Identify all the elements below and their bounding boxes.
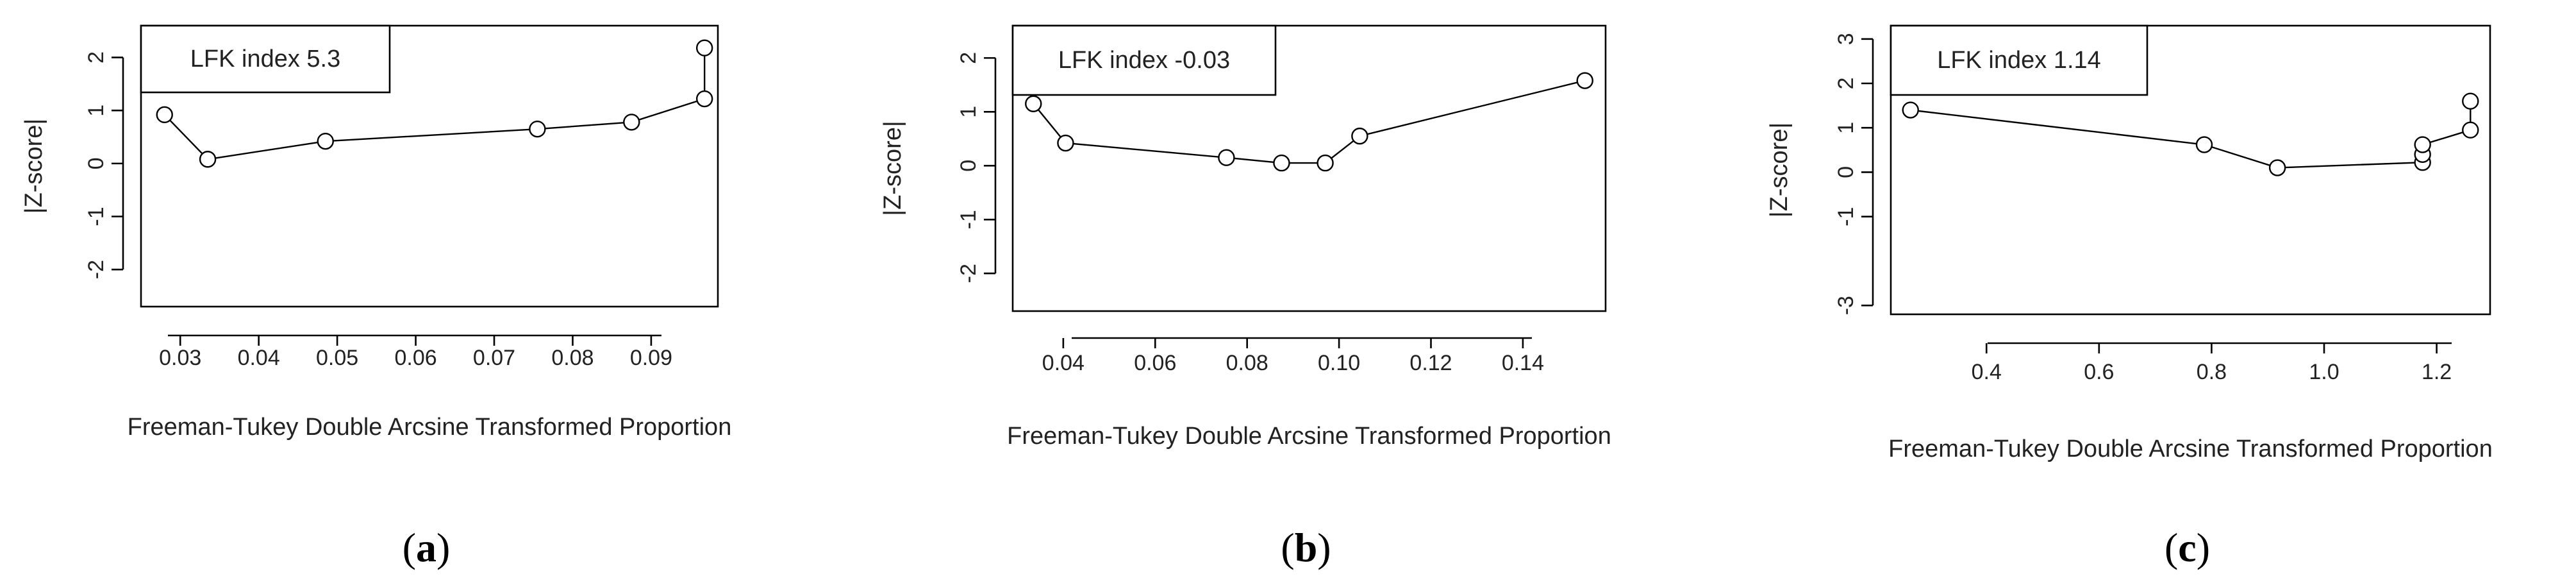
x-tick-label: 0.07	[473, 346, 515, 370]
x-tick-label: 0.6	[2084, 360, 2114, 384]
x-tick-label: 1.2	[2422, 360, 2452, 384]
data-point	[1025, 95, 1042, 112]
y-tick-label: -2	[84, 260, 108, 279]
data-point	[695, 90, 713, 108]
x-tick-label: 0.12	[1409, 351, 1452, 375]
y-tick-label: 0	[1834, 166, 1858, 178]
data-point	[1351, 127, 1368, 145]
legend-label: LFK index 1.14	[1937, 47, 2101, 74]
plot-frame	[1890, 24, 2491, 316]
y-tick-label: 0	[956, 160, 981, 172]
y-tick-label: 1	[1834, 122, 1858, 134]
data-point	[1273, 154, 1290, 172]
x-axis-label: Freeman-Tukey Double Arcsine Transformed…	[1007, 423, 1611, 450]
data-point	[1057, 134, 1074, 152]
x-tick-label: 0.06	[394, 346, 436, 370]
data-point	[695, 39, 713, 56]
y-tick-label: 2	[956, 52, 981, 64]
y-tick-label: 2	[1834, 78, 1858, 90]
data-point	[1317, 154, 1334, 172]
x-tick-label: 0.08	[1226, 351, 1268, 375]
plot-frame	[1011, 24, 1607, 312]
plot-frame	[140, 24, 719, 308]
data-point	[199, 151, 217, 168]
data-point	[2462, 121, 2479, 139]
data-point	[623, 114, 640, 131]
x-axis-label: Freeman-Tukey Double Arcsine Transformed…	[1888, 436, 2493, 462]
x-tick-label: 0.8	[2197, 360, 2227, 384]
panel-label: (a)	[403, 525, 451, 570]
data-point	[1576, 72, 1593, 89]
x-tick-label: 0.04	[1042, 351, 1084, 375]
panel-label: (b)	[1281, 525, 1331, 570]
legend-label: LFK index -0.03	[1058, 47, 1230, 74]
series-line	[1910, 101, 2472, 169]
panel-label: (c)	[2165, 525, 2210, 570]
data-point	[2195, 136, 2213, 153]
y-axis-label: |Z-score|	[879, 121, 906, 216]
x-tick-label: 0.04	[238, 346, 280, 370]
x-tick-label: 0.05	[316, 346, 358, 370]
chart-panel-b: -2 -1 0 1 2 0.04 0.06 0.08 0.10 0.12 0.14 |Z-score|…	[879, 24, 1611, 570]
data-point	[1902, 101, 1919, 119]
x-tick-label: 0.10	[1318, 351, 1360, 375]
y-axis-label: |Z-score|	[21, 119, 47, 214]
legend-box	[1890, 24, 2148, 96]
y-tick-label: 3	[1834, 33, 1858, 45]
x-axis-label: Freeman-Tukey Double Arcsine Transformed…	[128, 414, 732, 441]
legend-label: LFK index 5.3	[190, 46, 340, 72]
y-tick-label: -1	[956, 210, 981, 229]
chart-panel-a: -2 -1 0 1 2 0.03 0.04 0.05 0.06 0.07 0.08 0.09 |Z-sc…	[21, 24, 732, 570]
y-tick-label: 1	[956, 106, 981, 118]
data-point	[529, 120, 546, 138]
data-point	[2414, 136, 2431, 153]
data-point	[2268, 159, 2286, 176]
panel-letter: c	[2178, 525, 2196, 570]
x-tick-label: 0.06	[1134, 351, 1176, 375]
data-point	[156, 106, 173, 124]
data-point	[317, 132, 334, 150]
data-point	[1218, 149, 1235, 166]
panel-letter: b	[1295, 525, 1318, 570]
y-tick-label: 0	[84, 157, 108, 169]
x-tick-label: 0.08	[551, 346, 594, 370]
panel-letter: a	[416, 525, 436, 570]
x-tick-label: 1.0	[2309, 360, 2339, 384]
y-tick-label: 2	[84, 51, 108, 64]
legend-box	[140, 24, 391, 94]
y-tick-label: -2	[956, 264, 981, 283]
x-tick-label: 0.4	[1972, 360, 2002, 384]
legend-box	[1011, 24, 1277, 96]
x-tick-label: 0.14	[1502, 351, 1544, 375]
chart-panel-c: -3 -1 0 1 2 3 0.4 0.6 0.8 1.0 1.2 |Z-score| Freeman-…	[1766, 24, 2493, 570]
y-axis-label: |Z-score|	[1766, 123, 1793, 218]
y-tick-label: 1	[84, 105, 108, 117]
y-tick-label: -1	[1834, 207, 1858, 226]
y-tick-label: -1	[84, 207, 108, 226]
y-tick-label: -3	[1834, 296, 1858, 315]
x-tick-label: 0.03	[159, 346, 201, 370]
data-point	[2462, 92, 2479, 110]
x-tick-label: 0.09	[630, 346, 672, 370]
